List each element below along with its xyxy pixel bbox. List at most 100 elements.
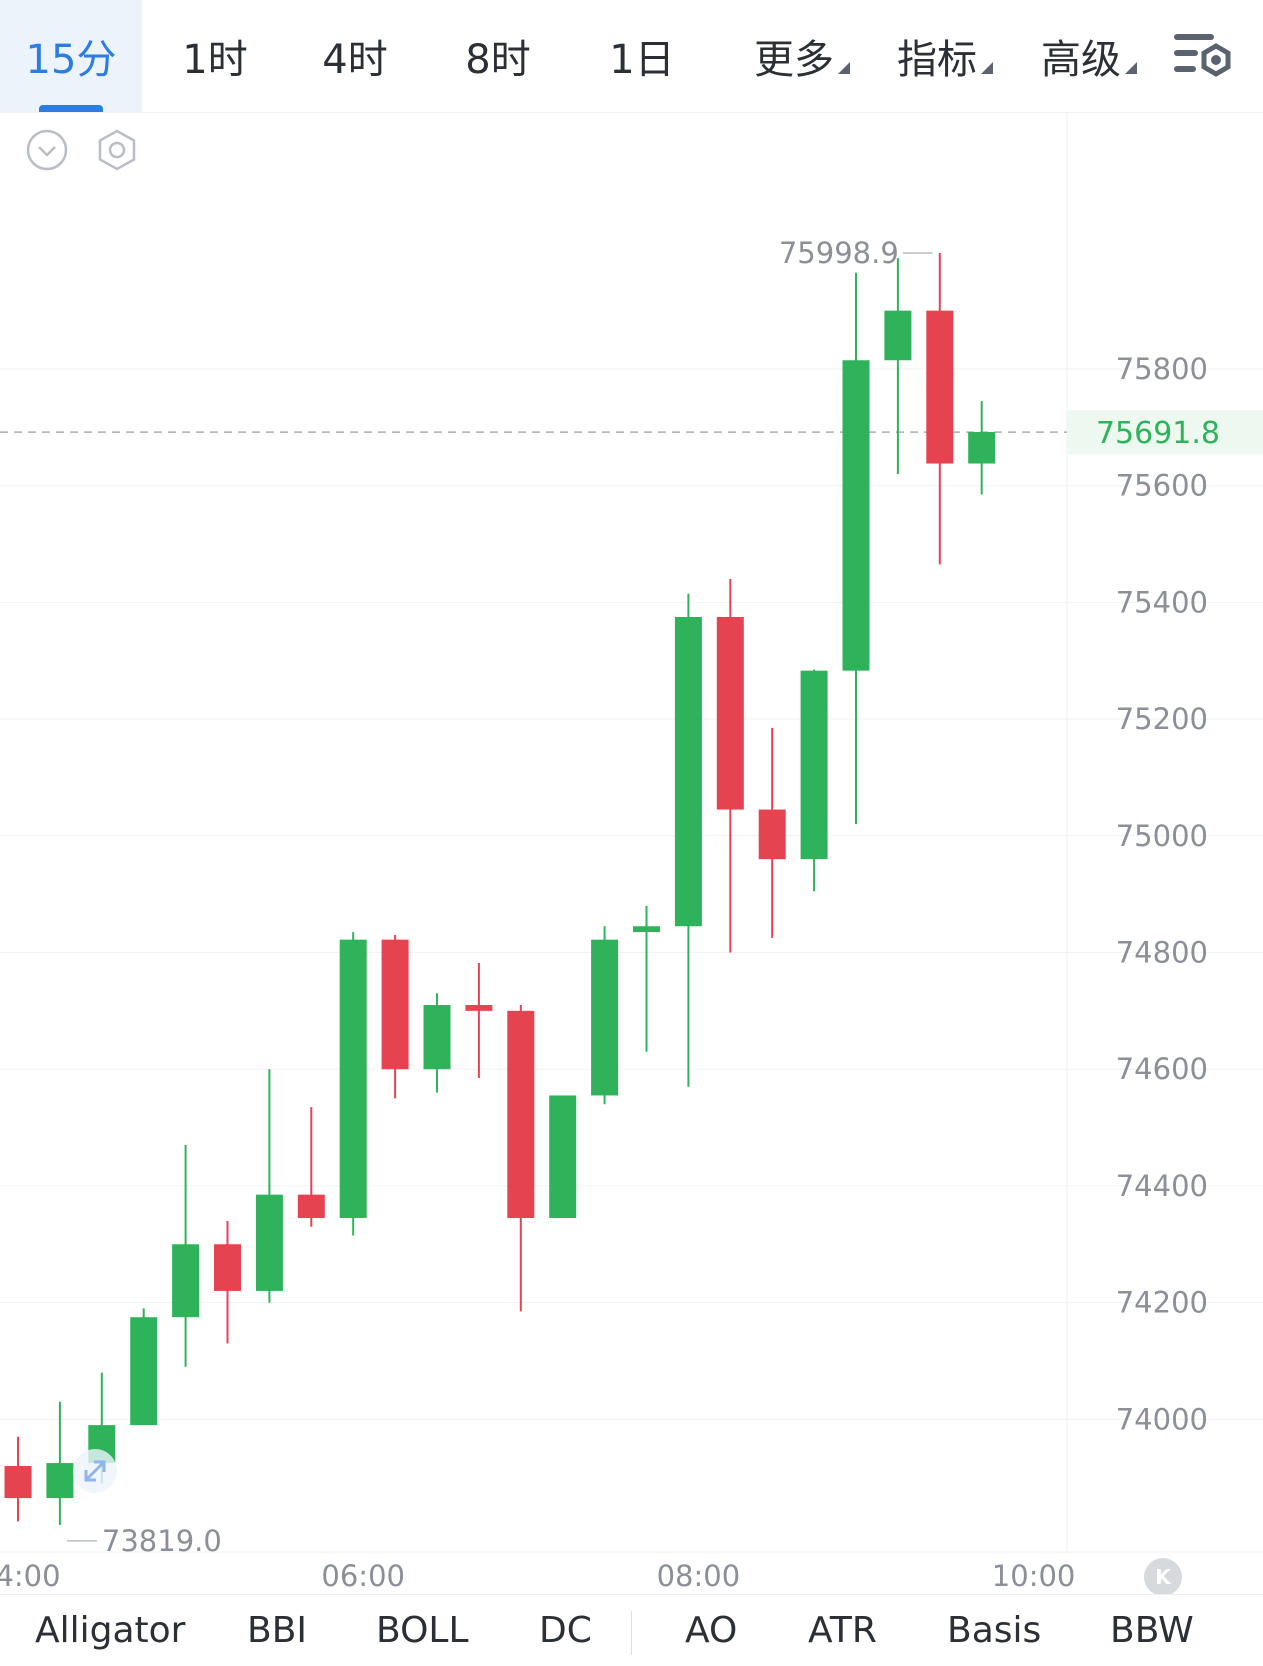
indicators-menu[interactable]: 指标 [883, 0, 993, 112]
list-settings-icon[interactable] [1172, 28, 1234, 84]
candle [465, 963, 493, 1078]
timeframe-toolbar: 15分 1时 4时 8时 1日 更多 指标 高级 [0, 0, 1263, 113]
timeframe-tab-8h[interactable]: 8时 [443, 0, 553, 112]
more-menu[interactable]: 更多 [740, 0, 850, 112]
timeframe-tab-1d[interactable]: 1日 [587, 0, 697, 112]
time-tick-label: 10:00 [992, 1559, 1076, 1593]
chart-canvas[interactable]: 75800 75600 75400 75200 75000 74800 74600 74400… [0, 112, 1263, 1594]
time-axis: 4:00 06:00 08:00 10:00 [0, 1559, 1075, 1593]
grid-lines [0, 112, 1263, 1553]
price-tick-label: 74000 [1116, 1402, 1208, 1436]
candle [842, 272, 870, 825]
timeframe-tab-15m[interactable]: 15分 [0, 0, 142, 112]
advanced-menu[interactable]: 高级 [1027, 0, 1137, 112]
high-price-label: 75998.9 [779, 236, 899, 270]
low-price-label: 73819.0 [102, 1524, 222, 1558]
candle [4, 1436, 32, 1522]
price-tick-label: 75800 [1116, 352, 1208, 386]
candle-body [46, 1463, 74, 1499]
candle [800, 669, 828, 892]
candle-body [968, 432, 996, 464]
candle [758, 727, 786, 938]
timeframe-label: 1日 [609, 37, 675, 83]
candle [130, 1308, 158, 1426]
candle [297, 1107, 325, 1227]
candle [507, 1005, 535, 1312]
active-tab-indicator [39, 105, 103, 112]
candles [4, 252, 996, 1525]
candle-body [716, 616, 744, 810]
candle [968, 401, 996, 495]
expand-arrows-icon[interactable] [72, 1448, 118, 1494]
candle [633, 905, 660, 1052]
brand-badge: K [1144, 1558, 1182, 1596]
candle [884, 258, 912, 475]
candlestick-chart[interactable]: 75800 75600 75400 75200 75000 74800 74600 74400… [0, 112, 1263, 1596]
candle [381, 934, 409, 1099]
candle-body [674, 616, 702, 927]
candle [46, 1401, 74, 1525]
timeframe-label: 1时 [182, 37, 248, 83]
candle [716, 579, 744, 953]
indicator-boll[interactable]: BOLL [376, 1610, 469, 1651]
candle-body [381, 939, 409, 1070]
price-tick-label: 75600 [1116, 469, 1208, 503]
timeframe-tab-1h[interactable]: 1时 [160, 0, 270, 112]
candle [172, 1145, 200, 1367]
time-tick-label: 06:00 [321, 1559, 405, 1593]
candle [214, 1220, 241, 1344]
candle-body [800, 670, 828, 860]
dropdown-triangle-icon [1125, 62, 1137, 74]
candle-body [884, 310, 912, 361]
chevron-down-circle-icon[interactable] [25, 128, 69, 172]
time-tick-label: 08:00 [657, 1559, 741, 1593]
timeframe-tab-4h[interactable]: 4时 [300, 0, 410, 112]
candle [423, 993, 451, 1093]
dropdown-triangle-icon [981, 62, 993, 74]
indicator-bbw[interactable]: BBW [1110, 1610, 1194, 1651]
candle-body [339, 939, 367, 1218]
current-price-label: 75691.8 [1096, 416, 1220, 451]
indicator-ao[interactable]: AO [685, 1610, 738, 1651]
indicator-bar: Alligator BBI BOLL DC AO ATR Basis BBW [0, 1594, 1263, 1666]
dropdown-triangle-icon [838, 62, 850, 74]
timeframe-label: 15分 [25, 37, 117, 83]
candle-body [172, 1244, 200, 1318]
indicator-basis[interactable]: Basis [947, 1610, 1042, 1651]
time-tick-label: 4:00 [0, 1559, 61, 1593]
candle [549, 1095, 577, 1218]
timeframe-label: 8时 [465, 37, 531, 83]
indicator-bbi[interactable]: BBI [247, 1610, 308, 1651]
candle-body [255, 1194, 283, 1291]
candle-body [926, 310, 954, 464]
indicator-dc[interactable]: DC [539, 1610, 592, 1651]
candle-body [465, 1005, 493, 1011]
candle [591, 926, 619, 1105]
indicator-alligator[interactable]: Alligator [35, 1610, 186, 1651]
hexagon-settings-icon[interactable] [95, 128, 139, 172]
current-price-line: 75691.8 [0, 410, 1263, 455]
candle-body [758, 809, 786, 860]
candle [339, 932, 367, 1236]
price-tick-label: 74600 [1116, 1052, 1208, 1086]
price-axis: 75800 75600 75400 75200 75000 74800 74600 74400… [1116, 352, 1208, 1436]
candle-body [4, 1465, 32, 1499]
price-tick-label: 74400 [1116, 1169, 1208, 1203]
candle-body [549, 1095, 577, 1218]
price-tick-label: 74200 [1116, 1286, 1208, 1320]
candle-body [214, 1244, 241, 1291]
indicator-atr[interactable]: ATR [808, 1610, 877, 1651]
indicator-divider [631, 1611, 632, 1655]
timeframe-label: 4时 [322, 37, 388, 83]
candle-body [130, 1317, 158, 1426]
price-tick-label: 75000 [1116, 819, 1208, 853]
candle-body [591, 939, 619, 1096]
candle-body [297, 1194, 325, 1218]
candle [674, 593, 702, 1087]
menu-label: 更多 [754, 37, 834, 83]
candle [255, 1069, 283, 1303]
current-price-label-bg [1067, 410, 1263, 455]
price-tick-label: 75400 [1116, 585, 1208, 619]
candle-body [423, 1005, 451, 1070]
extreme-markers: 75998.9 73819.0 [66, 236, 933, 1558]
